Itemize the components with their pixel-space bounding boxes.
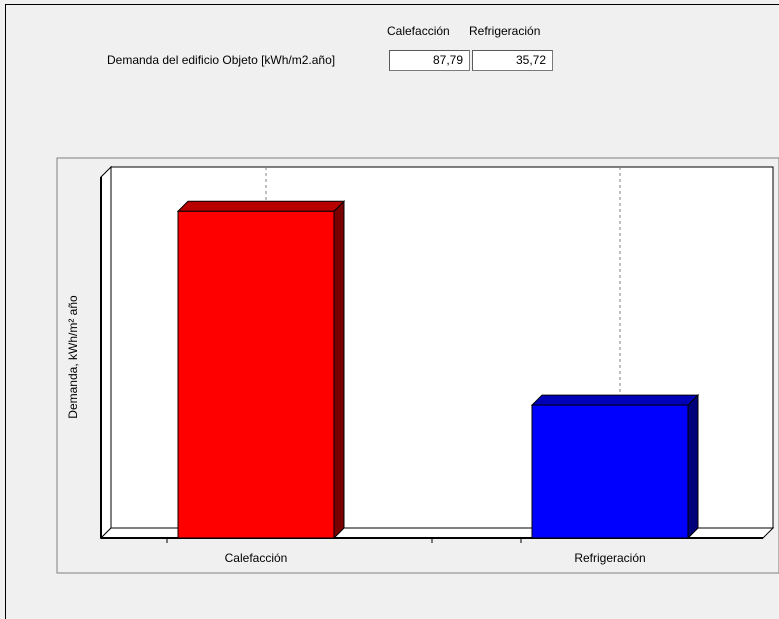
x-tick-label-1: Refrigeración: [574, 551, 645, 565]
column-header-refrigeracion: Refrigeración: [469, 24, 541, 38]
cooling-demand-field[interactable]: 35,72: [472, 50, 553, 71]
bar-1: [531, 404, 689, 539]
y-axis-label: Demanda, kWh/m² año: [66, 295, 80, 419]
bar-0: [177, 210, 335, 539]
x-tick-label-0: Calefacción: [225, 551, 288, 565]
bar-side-1: [687, 393, 699, 540]
demand-row-label: Demanda del edificio Objeto [kWh/m2.año]: [107, 53, 336, 67]
heating-demand-field[interactable]: 87,79: [389, 50, 470, 71]
bar-top-1: [530, 394, 700, 406]
bar-top-0: [176, 200, 346, 212]
bar-side-0: [333, 200, 345, 540]
column-header-calefaccion: Calefacción: [387, 24, 450, 38]
plot-left-wall: [100, 165, 112, 540]
